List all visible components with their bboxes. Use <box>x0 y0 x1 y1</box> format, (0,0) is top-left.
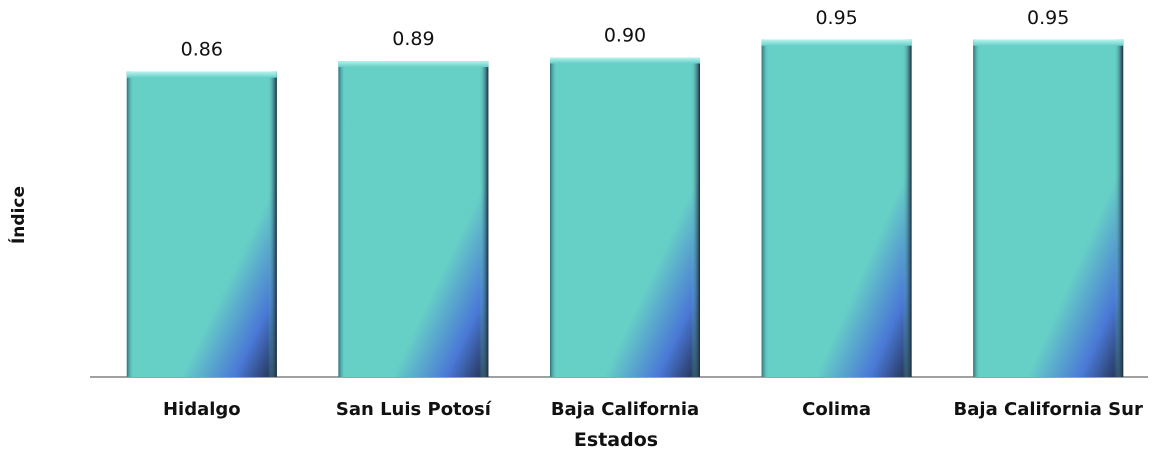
bar-face <box>338 61 489 378</box>
x-tick-label: San Luis Potosí <box>336 399 492 420</box>
x-tick-label: Baja California Sur <box>954 399 1143 420</box>
bar-value-label: 0.86 <box>181 39 223 61</box>
bar-top-bevel <box>338 61 489 68</box>
bar-top-bevel <box>761 39 912 46</box>
bar-left-bevel <box>761 39 769 377</box>
bar-left-bevel <box>550 57 557 377</box>
bar <box>550 57 700 377</box>
y-axis-title: Índice <box>7 186 29 244</box>
bar-right-bevel <box>267 71 277 377</box>
bar-left-bevel <box>126 71 134 377</box>
bar-top-bevel <box>550 57 700 64</box>
bar-value-label: 0.95 <box>1027 7 1069 29</box>
bar-top-bevel <box>126 71 277 78</box>
tick-labels-layer: Hidalgo San Luis Potosí Baja California Col… <box>163 399 1143 420</box>
x-tick-label: Hidalgo <box>163 399 241 420</box>
bar-face <box>126 71 277 377</box>
x-tick-label: Baja California <box>551 399 699 420</box>
bar-face <box>761 39 912 377</box>
bar <box>761 39 912 377</box>
value-labels-layer: 0.86 0.89 0.90 0.95 0.95 <box>181 7 1070 61</box>
x-tick-label: Colima <box>802 399 871 420</box>
bar <box>973 39 1124 377</box>
bars-layer <box>126 39 1124 378</box>
bar-left-bevel <box>973 39 981 377</box>
bar-left-bevel <box>338 61 346 378</box>
x-axis-title: Estados <box>574 429 658 451</box>
bar-right-bevel <box>902 39 912 377</box>
bar-right-bevel <box>691 57 700 377</box>
bar <box>126 71 277 377</box>
bar-right-bevel <box>1114 39 1124 377</box>
bar-top-bevel <box>973 39 1124 46</box>
bar-face <box>550 57 700 377</box>
bar-value-label: 0.95 <box>815 7 857 29</box>
bar-value-label: 0.89 <box>392 28 434 50</box>
bar-right-bevel <box>479 61 489 378</box>
bar-face <box>973 39 1124 377</box>
bar-value-label: 0.90 <box>604 25 646 47</box>
bar <box>338 61 489 378</box>
